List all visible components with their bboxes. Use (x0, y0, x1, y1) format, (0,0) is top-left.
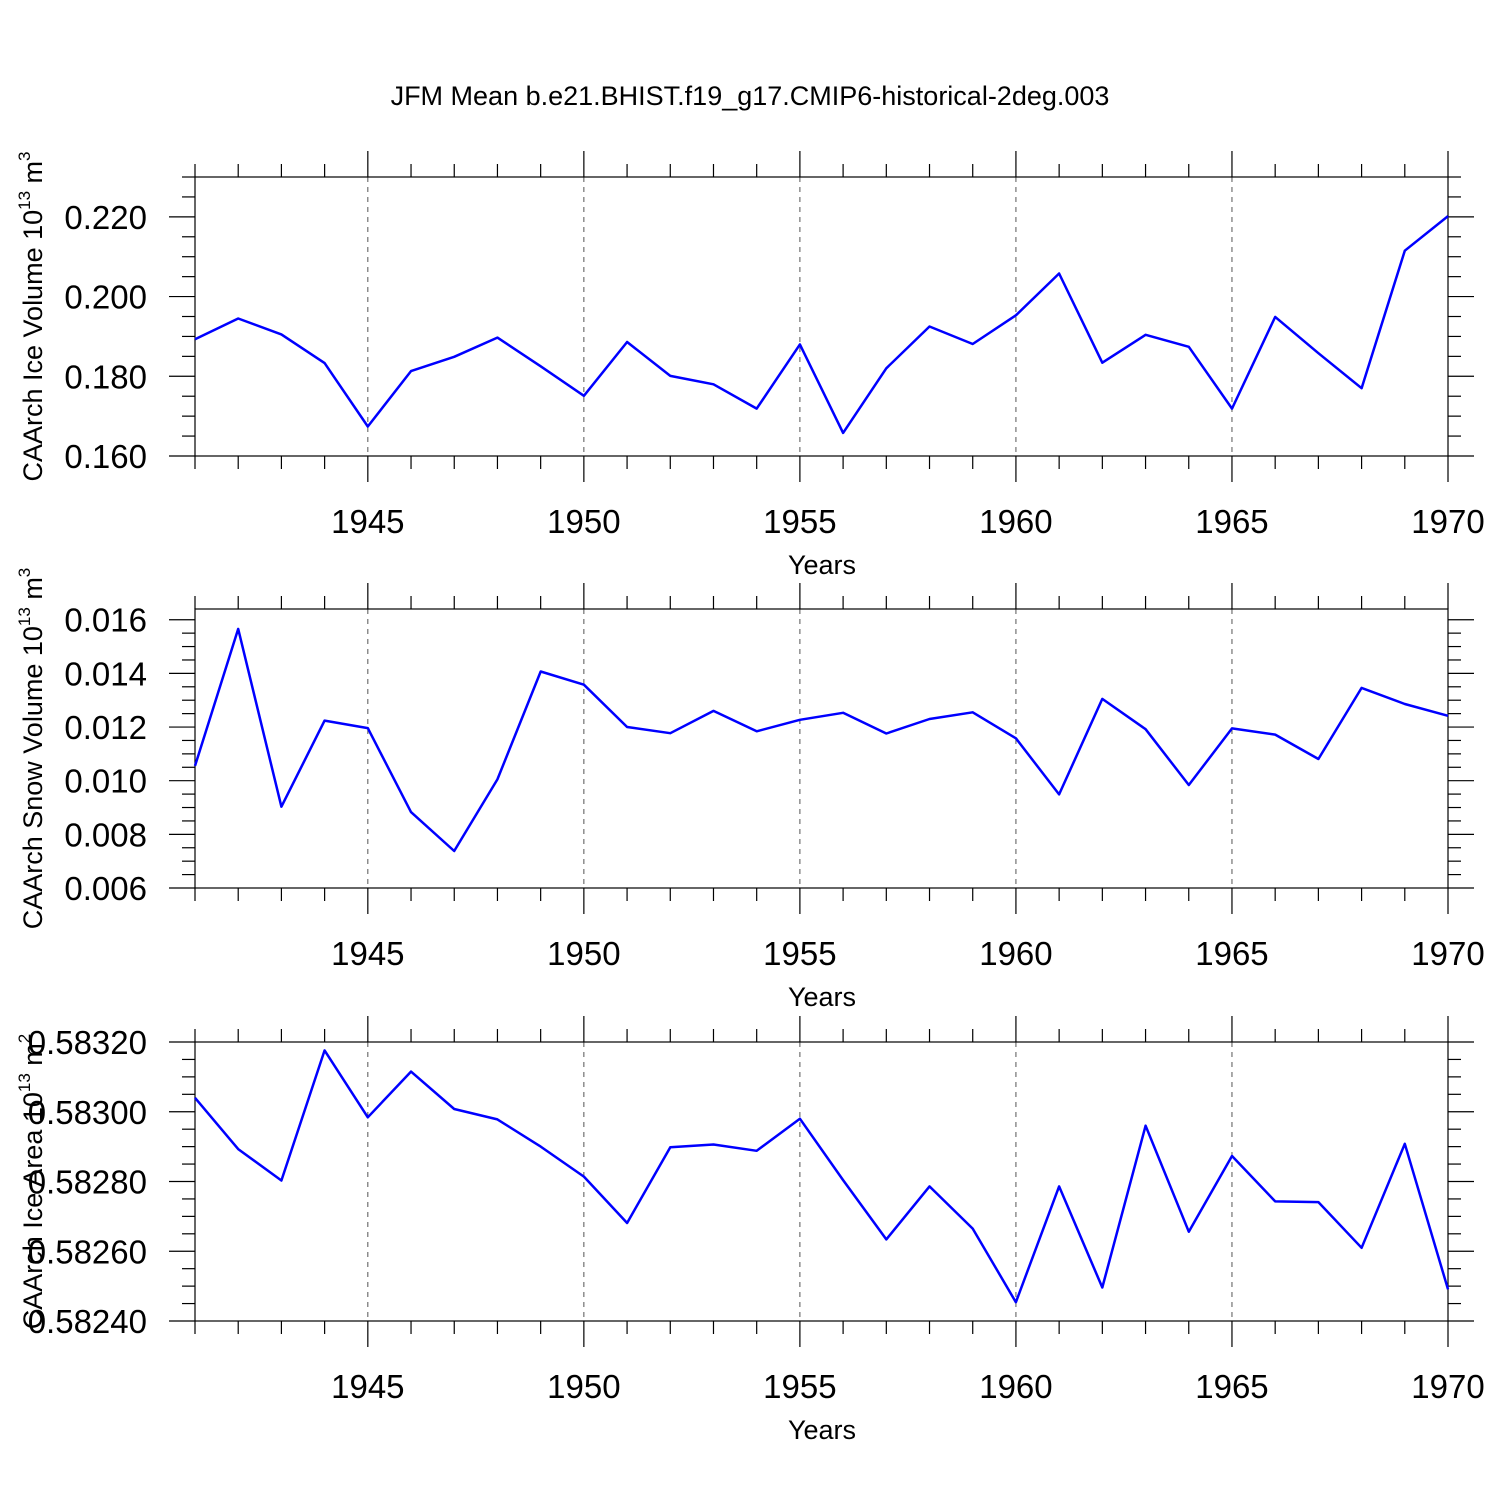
x-tick-label: 1970 (1411, 1368, 1484, 1405)
x-tick-label: 1960 (979, 935, 1052, 972)
y-tick-label: 0.180 (64, 358, 147, 395)
x-tick-label: 1970 (1411, 503, 1484, 540)
series-line (193, 627, 1449, 853)
x-tick-label: 1965 (1195, 935, 1268, 972)
x-tick-label: 1950 (547, 503, 620, 540)
y-tick-label: 0.58320 (28, 1024, 147, 1061)
plot-frame (194, 608, 1449, 889)
y-tick-label: 0.220 (64, 199, 147, 236)
panel-1: 1945 1950 1955 1960 1965 1970 0.160 0.180 0.200 0… (15, 151, 1485, 580)
y-tick-label: 0.58240 (28, 1303, 147, 1340)
x-tick-label: 1970 (1411, 935, 1484, 972)
x-tick-label: 1955 (763, 503, 836, 540)
chart-title: JFM Mean b.e21.BHIST.f19_g17.CMIP6-histo… (391, 81, 1110, 111)
x-axis-label: Years (788, 982, 856, 1012)
y-axis-label: CAArch Ice Volume 1013 m3 (15, 151, 48, 481)
y-tick-label: 0.58260 (28, 1233, 147, 1270)
x-tick-label: 1945 (331, 935, 404, 972)
y-tick-label: 0.200 (64, 279, 147, 316)
x-tick-label: 1955 (763, 1368, 836, 1405)
x-axis-label: Years (788, 550, 856, 580)
panel-2: 1945 1950 1955 1960 1965 1970 0.006 0.008 0.010 0… (15, 568, 1485, 1012)
x-tick-label: 1965 (1195, 503, 1268, 540)
x-axis-label: Years (788, 1415, 856, 1445)
y-tick-label: 0.014 (64, 655, 147, 692)
y-tick-label: 0.012 (64, 709, 147, 746)
x-tick-label: 1950 (547, 1368, 620, 1405)
y-axis-label: CAArch Ice Area 1013 m2 (15, 1034, 48, 1330)
chart-panels: 1945 1950 1955 1960 1965 1970 0.160 0.180 0.200 0… (15, 151, 1485, 1445)
panel-3: 1945 1950 1955 1960 1965 1970 0.58240 0.58260 0.… (15, 1016, 1485, 1445)
x-tick-label: 1965 (1195, 1368, 1268, 1405)
series-line (194, 1049, 1450, 1304)
x-tick-label: 1960 (979, 503, 1052, 540)
series-line (194, 215, 1449, 435)
y-tick-label: 0.008 (64, 816, 147, 853)
y-tick-label: 0.58300 (28, 1094, 147, 1131)
x-tick-label: 1945 (331, 1368, 404, 1405)
x-tick-label: 1945 (331, 503, 404, 540)
x-tick-label: 1950 (547, 935, 620, 972)
y-axis-label: CAArch Snow Volume 1013 m3 (15, 568, 48, 930)
y-tick-label: 0.006 (64, 870, 147, 907)
x-tick-label: 1955 (763, 935, 836, 972)
x-tick-label: 1960 (979, 1368, 1052, 1405)
y-tick-label: 0.010 (64, 763, 147, 800)
y-tick-label: 0.016 (64, 602, 147, 639)
y-tick-label: 0.58280 (28, 1164, 147, 1201)
y-tick-label: 0.160 (64, 438, 147, 475)
